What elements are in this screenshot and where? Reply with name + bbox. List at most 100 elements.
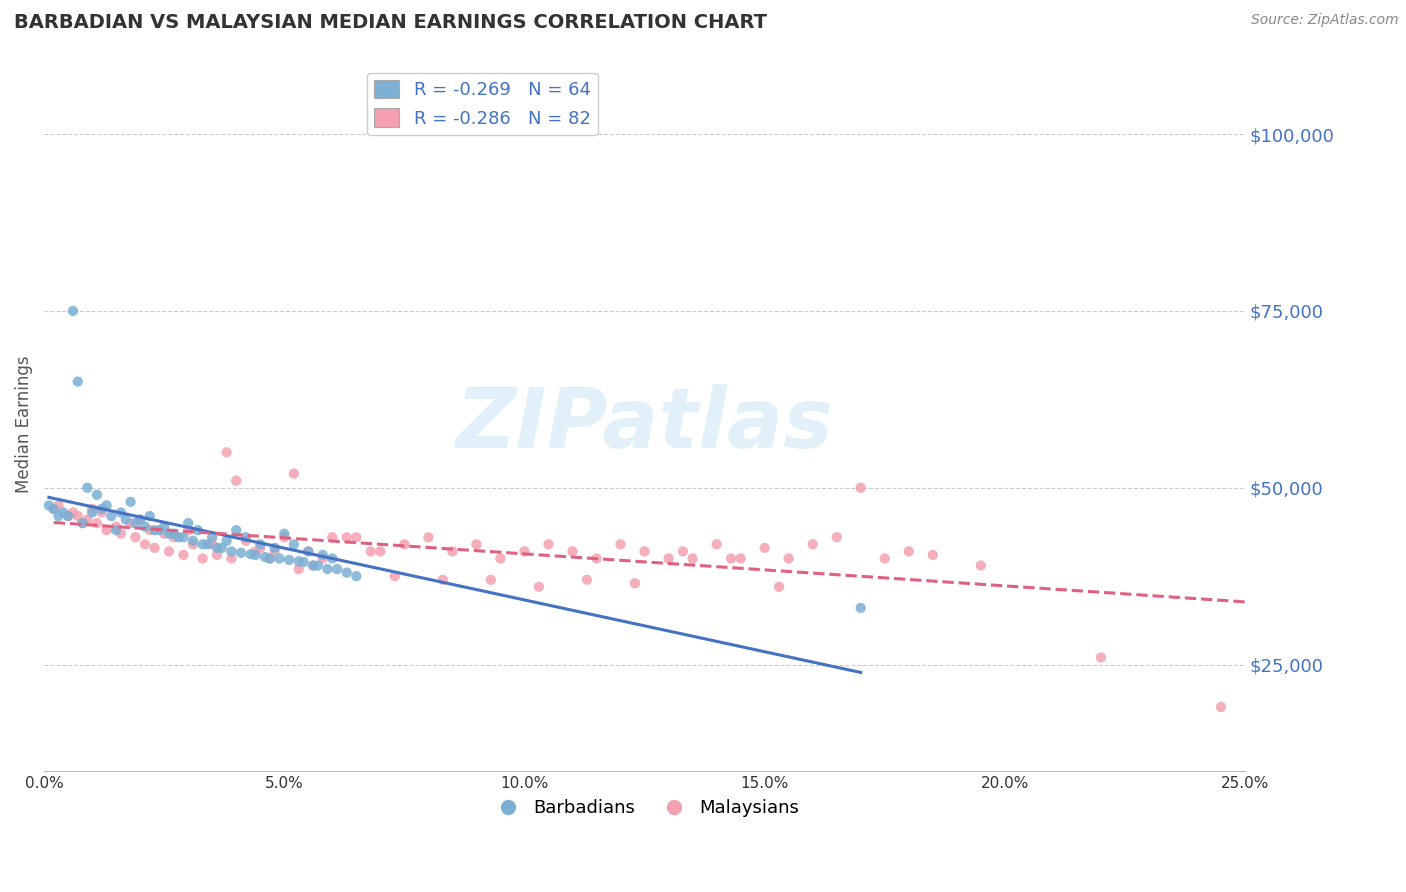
Point: [465, 537, 488, 551]
Point: [849, 601, 872, 615]
Point: [307, 558, 329, 573]
Point: [201, 537, 224, 551]
Point: [129, 512, 152, 526]
Text: ZIPatlas: ZIPatlas: [456, 384, 834, 465]
Point: [259, 551, 281, 566]
Point: [181, 533, 204, 548]
Point: [278, 553, 301, 567]
Point: [205, 541, 228, 555]
Point: [82, 506, 104, 520]
Point: [970, 558, 993, 573]
Point: [42, 502, 65, 516]
Point: [235, 533, 257, 548]
Point: [269, 551, 291, 566]
Point: [312, 548, 335, 562]
Point: [163, 526, 186, 541]
Point: [191, 537, 214, 551]
Point: [297, 544, 319, 558]
Point: [76, 512, 98, 526]
Point: [100, 509, 122, 524]
Point: [225, 474, 247, 488]
Point: [489, 551, 512, 566]
Point: [221, 551, 243, 566]
Point: [86, 488, 108, 502]
Point: [1209, 700, 1232, 714]
Point: [513, 544, 536, 558]
Point: [245, 544, 267, 558]
Point: [321, 530, 343, 544]
Point: [273, 530, 295, 544]
Point: [254, 550, 277, 565]
Point: [129, 512, 152, 526]
Point: [897, 544, 920, 558]
Point: [249, 541, 271, 555]
Point: [72, 516, 94, 530]
Point: [658, 551, 681, 566]
Point: [187, 523, 209, 537]
Point: [225, 523, 247, 537]
Point: [801, 537, 824, 551]
Point: [48, 499, 70, 513]
Point: [56, 509, 79, 524]
Point: [432, 573, 454, 587]
Point: [575, 573, 598, 587]
Point: [302, 558, 325, 573]
Point: [259, 551, 281, 566]
Point: [163, 530, 186, 544]
Point: [527, 580, 550, 594]
Point: [384, 569, 406, 583]
Point: [873, 551, 896, 566]
Point: [124, 516, 146, 530]
Point: [394, 537, 416, 551]
Point: [297, 544, 319, 558]
Point: [134, 537, 156, 551]
Point: [205, 548, 228, 562]
Point: [90, 502, 112, 516]
Point: [148, 523, 170, 537]
Point: [62, 506, 84, 520]
Point: [215, 533, 238, 548]
Point: [585, 551, 607, 566]
Point: [134, 519, 156, 533]
Point: [768, 580, 790, 594]
Point: [312, 551, 335, 566]
Point: [215, 445, 238, 459]
Point: [52, 506, 75, 520]
Point: [143, 523, 166, 537]
Point: [336, 566, 359, 580]
Point: [120, 495, 142, 509]
Point: [181, 537, 204, 551]
Point: [211, 541, 233, 555]
Point: [76, 481, 98, 495]
Point: [172, 530, 194, 544]
Point: [245, 548, 267, 562]
Point: [66, 375, 89, 389]
Point: [479, 573, 502, 587]
Point: [56, 509, 79, 524]
Point: [110, 506, 132, 520]
Point: [624, 576, 647, 591]
Point: [62, 304, 84, 318]
Point: [66, 509, 89, 524]
Point: [177, 516, 200, 530]
Point: [139, 509, 162, 524]
Point: [302, 558, 325, 573]
Point: [72, 516, 94, 530]
Point: [730, 551, 752, 566]
Point: [235, 530, 257, 544]
Point: [191, 551, 214, 566]
Text: Source: ZipAtlas.com: Source: ZipAtlas.com: [1251, 13, 1399, 28]
Point: [441, 544, 464, 558]
Point: [273, 526, 295, 541]
Point: [672, 544, 695, 558]
Legend: Barbadians, Malaysians: Barbadians, Malaysians: [482, 791, 807, 824]
Point: [105, 523, 128, 537]
Point: [633, 544, 655, 558]
Point: [124, 530, 146, 544]
Point: [139, 523, 162, 537]
Point: [153, 526, 176, 541]
Point: [292, 555, 315, 569]
Point: [336, 530, 359, 544]
Point: [42, 502, 65, 516]
Point: [326, 562, 349, 576]
